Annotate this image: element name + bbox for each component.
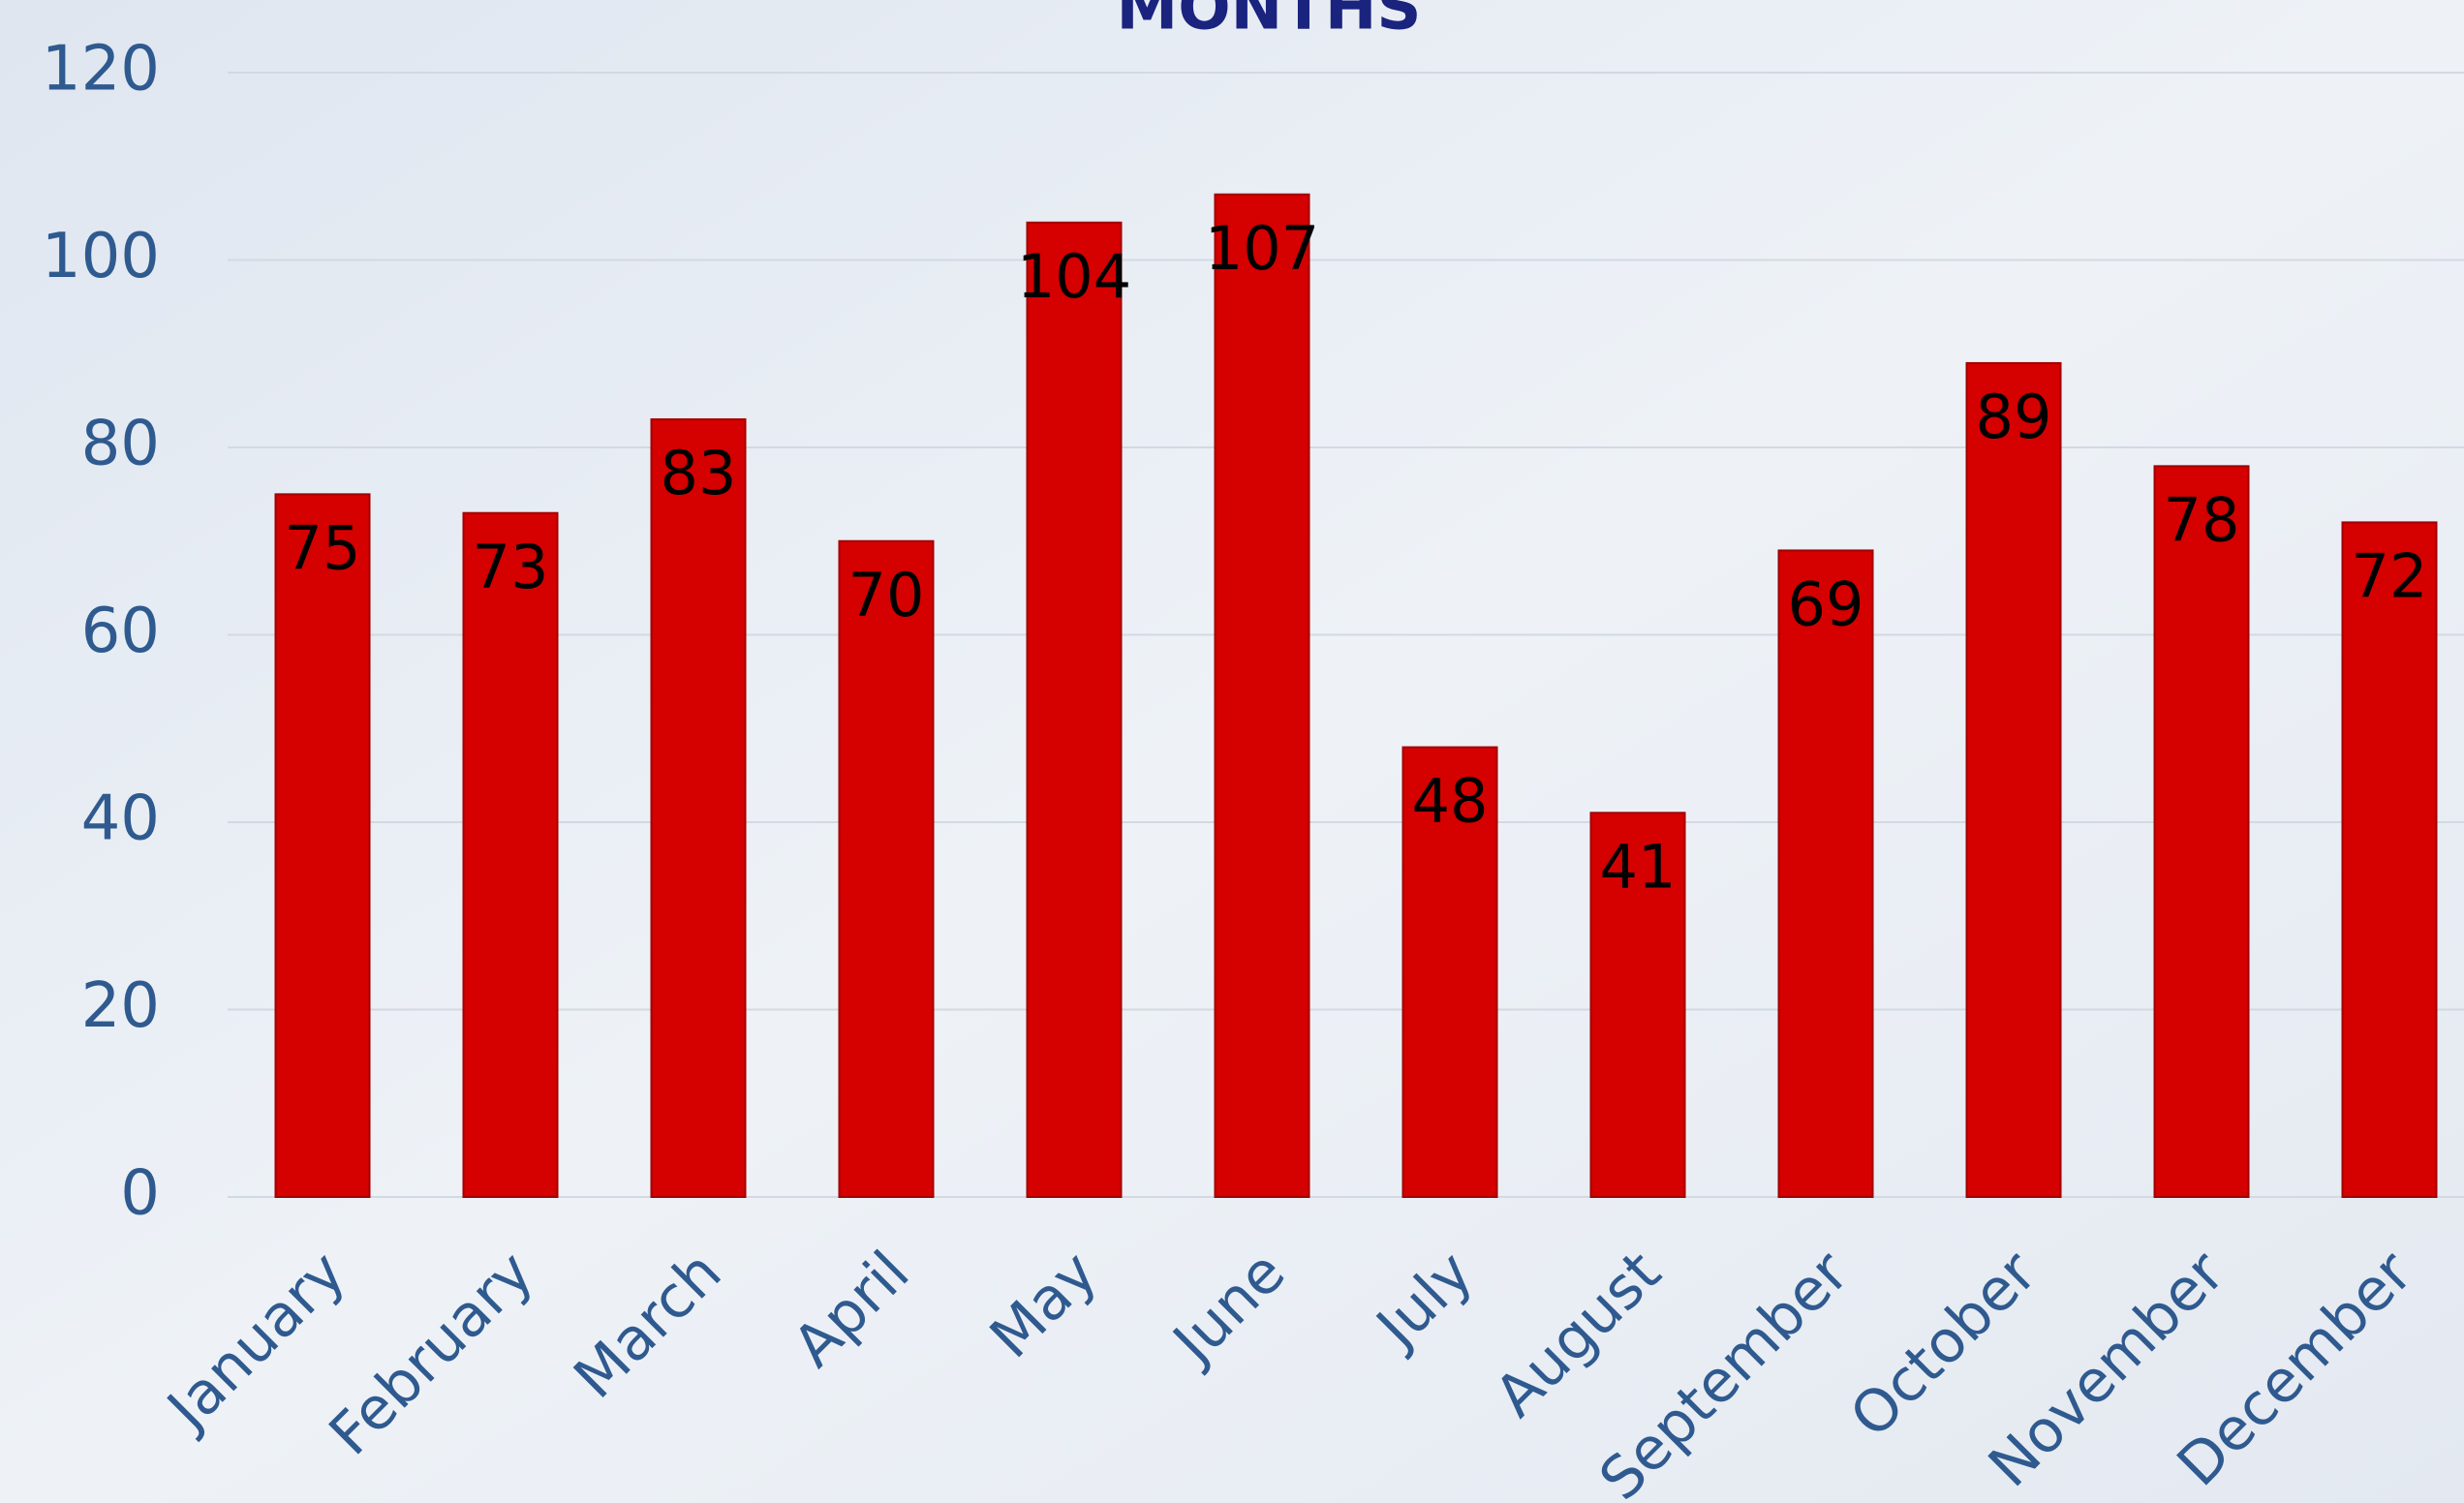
bar — [838, 539, 935, 1198]
y-tick-label: 80 — [81, 409, 160, 480]
bar — [1214, 193, 1310, 1198]
bar — [1965, 361, 2062, 1198]
data-label: 89 — [1976, 382, 2052, 452]
bar — [2153, 465, 2250, 1199]
data-label: 69 — [1788, 569, 1864, 640]
data-label: 73 — [473, 532, 549, 602]
y-tick-label: 40 — [81, 783, 160, 855]
bar — [650, 417, 747, 1199]
bar — [1589, 812, 1686, 1198]
bar — [2341, 521, 2438, 1198]
data-label: 83 — [661, 438, 737, 508]
data-label: 78 — [2164, 484, 2240, 555]
bar — [1401, 746, 1498, 1198]
y-tick-label: 120 — [42, 34, 160, 106]
y-tick-label: 20 — [81, 970, 160, 1042]
y-tick-label: 100 — [42, 221, 160, 292]
data-label: 41 — [1600, 831, 1677, 902]
data-label: 75 — [285, 512, 361, 583]
bar — [274, 493, 371, 1198]
y-tick-label: 0 — [120, 1158, 160, 1230]
bar — [1026, 221, 1123, 1199]
data-label: 107 — [1205, 213, 1319, 284]
data-label: 104 — [1017, 241, 1131, 312]
data-label: 48 — [1412, 766, 1489, 837]
bar — [462, 511, 559, 1198]
data-label: 72 — [2352, 540, 2428, 611]
data-label: 70 — [848, 560, 925, 630]
bar — [1777, 549, 1874, 1198]
chart-title: MONTHS — [1117, 0, 1422, 45]
y-tick-label: 60 — [81, 596, 160, 667]
